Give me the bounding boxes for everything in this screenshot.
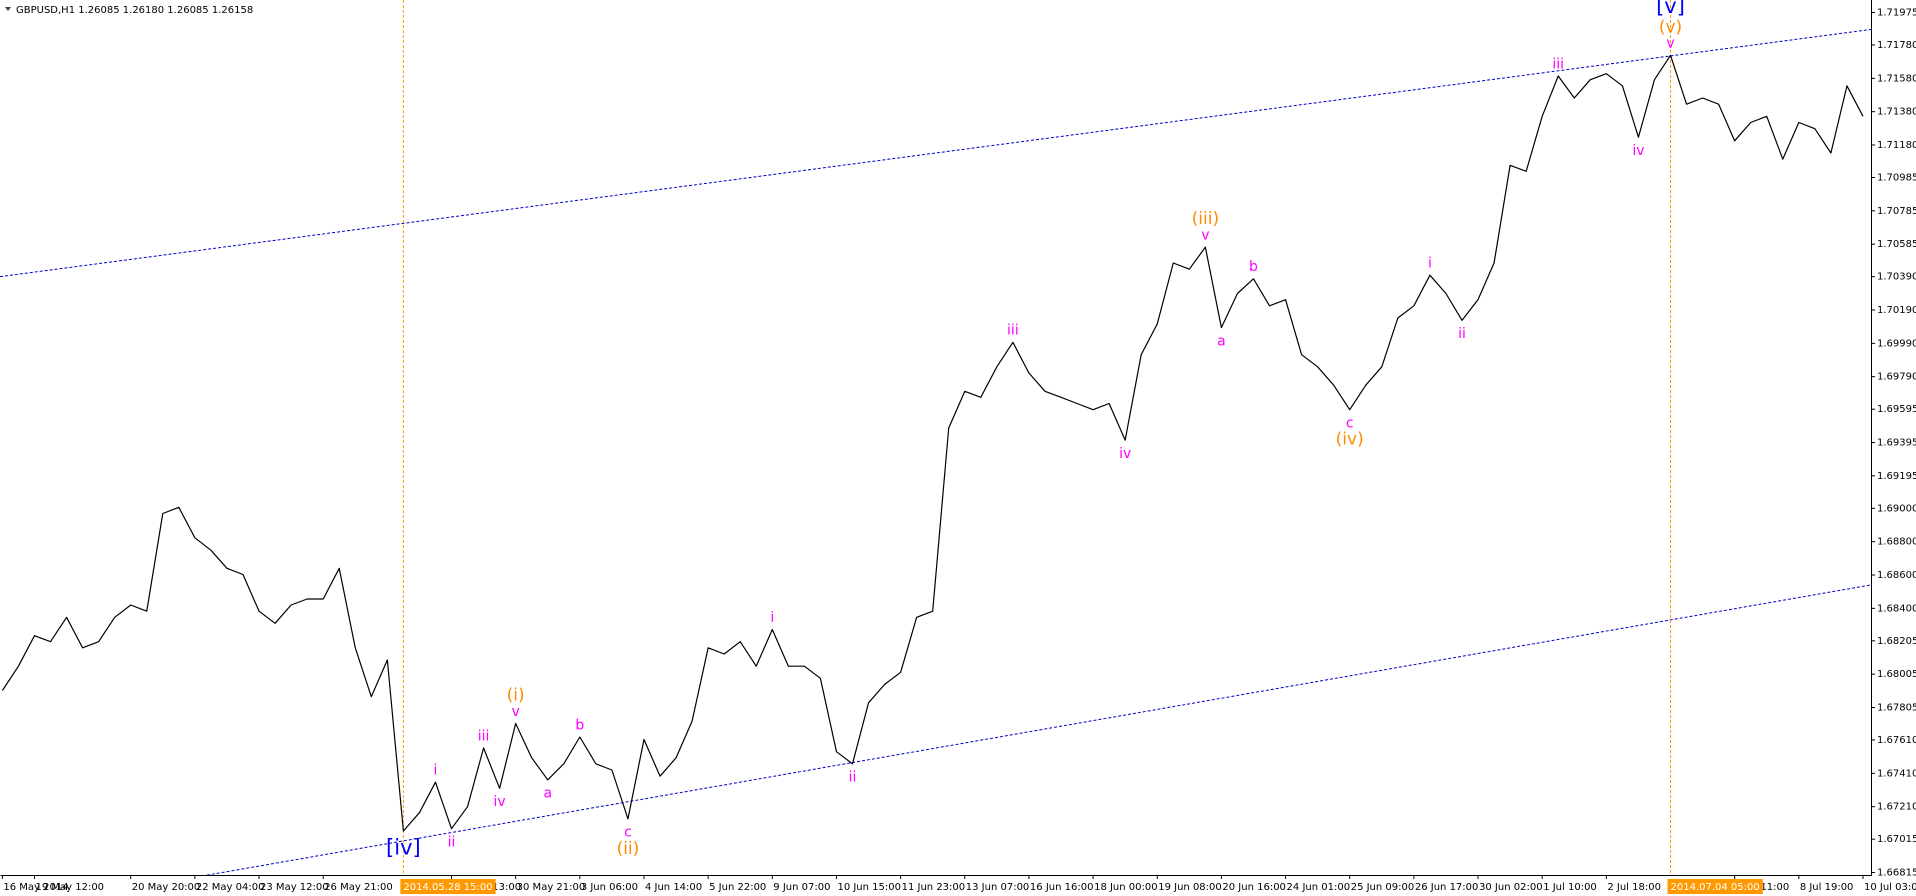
vline-label: 2014.07.04 05:00 xyxy=(1671,882,1760,893)
plot-area xyxy=(0,0,1871,875)
y-tick-label: 1.67410 xyxy=(1877,768,1916,779)
wave-label: iv xyxy=(494,794,506,810)
x-tick-label: 18 Jun 00:00 xyxy=(1094,882,1158,893)
wave-label: (i) xyxy=(507,685,525,705)
y-tick-label: 1.67610 xyxy=(1877,735,1916,746)
x-tick-label: 8 Jul 19:00 xyxy=(1800,882,1854,893)
y-tick-label: 1.69790 xyxy=(1877,372,1916,383)
price-line xyxy=(1,54,1864,832)
y-tick-label: 1.69990 xyxy=(1877,338,1916,349)
y-tick-label: 1.67015 xyxy=(1877,834,1916,845)
vline-label-bg xyxy=(1667,879,1763,894)
x-tick-label: 19 Jun 08:00 xyxy=(1158,882,1222,893)
y-tick-label: 1.71180 xyxy=(1877,140,1916,151)
wave-label: a xyxy=(543,786,552,802)
y-tick-label: 1.68800 xyxy=(1877,537,1916,548)
y-tick-label: 1.68400 xyxy=(1877,603,1916,614)
x-tick-label: 16 May 2014 xyxy=(3,882,68,893)
x-tick-label: 10 Jul 03:00 xyxy=(1864,882,1916,893)
wave-label: a xyxy=(1217,333,1226,349)
y-tick-label: 1.67210 xyxy=(1877,802,1916,813)
wave-label: iv xyxy=(1632,143,1644,159)
y-tick-label: 1.69595 xyxy=(1877,404,1916,415)
symbol-icon xyxy=(5,7,11,11)
y-tick-label: 1.66815 xyxy=(1877,868,1916,879)
wave-label: [iv] xyxy=(386,836,421,860)
y-tick-label: 1.71975 xyxy=(1877,8,1916,19)
vline-label: 2014.05.28 15:00 xyxy=(403,882,492,893)
wave-label: i xyxy=(770,610,774,626)
wave-label: v xyxy=(1666,36,1674,52)
x-tick-label: 26 Jun 17:00 xyxy=(1415,882,1479,893)
x-tick-label: 30 Jun 02:00 xyxy=(1479,882,1543,893)
y-tick-label: 1.69195 xyxy=(1877,471,1916,482)
x-tick-label: 13 Jun 07:00 xyxy=(966,882,1030,893)
x-tick-label: 23 May 12:00 xyxy=(260,882,329,893)
wave-label: v xyxy=(512,704,520,720)
wave-label: i xyxy=(1428,255,1432,271)
x-tick-label: 16 Jun 16:00 xyxy=(1030,882,1094,893)
vline-label-bg xyxy=(400,879,496,894)
x-tick-label: 24 Jun 01:00 xyxy=(1287,882,1351,893)
wave-label: [v] xyxy=(1656,0,1685,18)
y-tick-label: 1.71780 xyxy=(1877,40,1916,51)
x-tick-label: 22 May 04:00 xyxy=(196,882,265,893)
y-tick-label: 1.70585 xyxy=(1877,239,1916,250)
wave-label: ii xyxy=(1458,326,1466,342)
wave-label: c xyxy=(1346,415,1354,431)
x-tick-label: 5 Jun 22:00 xyxy=(709,882,766,893)
wave-label: c xyxy=(624,825,632,841)
y-tick-label: 1.68005 xyxy=(1877,669,1916,680)
channel-line xyxy=(204,584,1871,875)
y-tick-label: 1.70190 xyxy=(1877,305,1916,316)
x-tick-label: 9 Jun 07:00 xyxy=(773,882,830,893)
wave-label: (iv) xyxy=(1336,430,1364,450)
wave-label: iii xyxy=(1552,56,1564,72)
wave-label: (v) xyxy=(1659,17,1682,37)
x-tick-label: 25 Jun 09:00 xyxy=(1351,882,1415,893)
y-tick-label: 1.68205 xyxy=(1877,636,1916,647)
y-tick-label: 1.69395 xyxy=(1877,438,1916,449)
channel-line xyxy=(0,28,1871,278)
y-tick-label: 1.68600 xyxy=(1877,570,1916,581)
wave-label: i xyxy=(434,762,438,778)
x-tick-label: 11 Jun 23:00 xyxy=(902,882,966,893)
wave-label: b xyxy=(575,717,584,733)
wave-label: iv xyxy=(1119,446,1131,462)
y-tick-label: 1.70985 xyxy=(1877,173,1916,184)
y-tick-label: 1.69000 xyxy=(1877,503,1916,514)
y-tick-label: 1.71380 xyxy=(1877,107,1916,118)
x-tick-label: 30 May 21:00 xyxy=(517,882,586,893)
x-tick-label: 2 Jul 18:00 xyxy=(1607,882,1661,893)
x-tick-label: 10 Jun 15:00 xyxy=(837,882,901,893)
wave-label: ii xyxy=(448,834,456,850)
y-tick-label: 1.67805 xyxy=(1877,703,1916,714)
wave-label: iii xyxy=(1007,323,1019,339)
wave-label: v xyxy=(1201,227,1209,243)
x-tick-label: 4 Jun 14:00 xyxy=(645,882,702,893)
chart-title: GBPUSD,H1 1.26085 1.26180 1.26085 1.2615… xyxy=(16,5,253,16)
y-tick-label: 1.70390 xyxy=(1877,272,1916,283)
x-tick-label: 20 May 20:00 xyxy=(132,882,201,893)
x-tick-label: 20 Jun 16:00 xyxy=(1222,882,1286,893)
y-tick-label: 1.71580 xyxy=(1877,73,1916,84)
wave-label: iii xyxy=(478,728,490,744)
x-tick-label: 3 Jun 06:00 xyxy=(581,882,638,893)
x-tick-label: 26 May 21:00 xyxy=(324,882,393,893)
wave-label: (ii) xyxy=(617,839,640,859)
x-tick-label: 19 May 12:00 xyxy=(35,882,104,893)
wave-label: b xyxy=(1249,259,1258,275)
y-tick-label: 1.70785 xyxy=(1877,206,1916,217)
wave-label: ii xyxy=(849,770,857,786)
wave-label: (iii) xyxy=(1192,209,1219,229)
x-tick-label: 1 Jul 10:00 xyxy=(1543,882,1597,893)
